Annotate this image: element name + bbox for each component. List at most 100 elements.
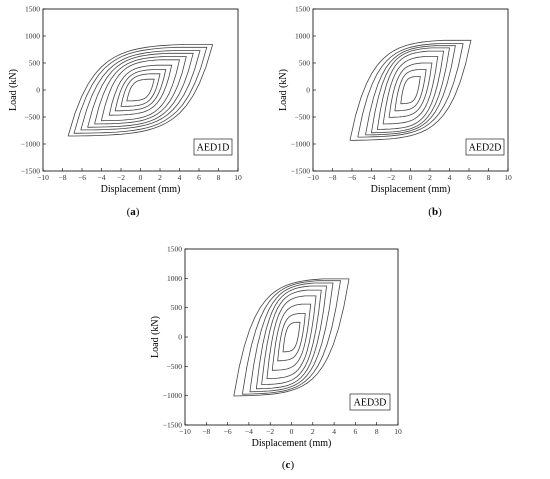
hysteresis-loop-2 bbox=[394, 69, 427, 112]
y-tick-label: −500 bbox=[25, 113, 41, 122]
chart-panel-3: −10 −8 −6 −4 −2 0 2 4 6 8 10 −1500 −1000 −500 0 500 1000… bbox=[150, 245, 402, 472]
hysteresis-loop-7 bbox=[249, 282, 334, 393]
y-tick-label: 0 bbox=[36, 86, 40, 95]
legend-box bbox=[193, 138, 233, 156]
y-tick-label: 500 bbox=[29, 59, 41, 68]
x-tick-label: −8 bbox=[329, 173, 337, 182]
y-tick-label: 0 bbox=[306, 86, 310, 95]
y-axis-label: Load (kN) bbox=[278, 69, 289, 111]
hysteresis-loop-9 bbox=[233, 278, 350, 397]
y-axis-label: Load (kN) bbox=[8, 69, 19, 111]
panel-caption: (b) bbox=[428, 206, 442, 218]
x-tick-label: 2 bbox=[428, 173, 432, 182]
y-tick-label: −1000 bbox=[163, 391, 182, 400]
hysteresis-loop-9 bbox=[73, 46, 208, 134]
x-tick-label: −2 bbox=[387, 173, 395, 182]
hysteresis-loop-8 bbox=[357, 43, 464, 138]
y-tick-label: 1500 bbox=[25, 5, 40, 14]
hysteresis-loop-5 bbox=[377, 50, 445, 130]
legend-label: AED1D bbox=[197, 143, 230, 154]
x-tick-label: −10 bbox=[307, 173, 319, 182]
x-tick-label: −10 bbox=[37, 173, 49, 182]
x-tick-label: 0 bbox=[139, 173, 143, 182]
y-tick-label: 1000 bbox=[167, 274, 182, 283]
hysteresis-loop-8 bbox=[80, 50, 201, 131]
x-tick-label: −10 bbox=[179, 427, 191, 436]
x-tick-label: −2 bbox=[266, 427, 274, 436]
x-tick-label: 10 bbox=[504, 173, 512, 182]
hysteresis-loop-2 bbox=[120, 73, 161, 107]
hysteresis-loop-7 bbox=[365, 45, 456, 136]
hysteresis-loop-4 bbox=[382, 56, 439, 125]
legend-box bbox=[349, 393, 391, 411]
y-axis-label: Load (kN) bbox=[150, 316, 161, 358]
x-tick-label: 6 bbox=[354, 427, 358, 436]
y-tick-label: 1500 bbox=[295, 5, 310, 14]
x-tick-label: −6 bbox=[78, 173, 86, 182]
x-tick-label: 8 bbox=[487, 173, 491, 182]
hysteresis-loop-4 bbox=[108, 64, 173, 116]
hysteresis-loop-6 bbox=[371, 47, 450, 134]
y-tick-label: 1000 bbox=[295, 32, 310, 41]
legend-label: AED2D bbox=[469, 143, 502, 154]
x-tick-label: 4 bbox=[178, 173, 182, 182]
legend-box bbox=[465, 138, 505, 156]
hysteresis-loop-5 bbox=[101, 59, 181, 122]
y-tick-label: −1500 bbox=[163, 421, 182, 430]
x-tick-label: 10 bbox=[234, 173, 242, 182]
x-tick-label: 0 bbox=[409, 173, 413, 182]
hysteresis-loop-1 bbox=[126, 78, 155, 102]
x-tick-label: −6 bbox=[224, 427, 232, 436]
y-tick-label: −500 bbox=[295, 113, 311, 122]
y-tick-label: −1500 bbox=[291, 167, 310, 176]
hysteresis-loop-4 bbox=[266, 295, 317, 380]
x-tick-label: 0 bbox=[290, 427, 294, 436]
x-tick-label: 8 bbox=[217, 173, 221, 182]
y-tick-label: −500 bbox=[167, 362, 183, 371]
hysteresis-loop-1 bbox=[400, 76, 421, 105]
hysteresis-loop-10 bbox=[67, 44, 214, 137]
x-tick-label: 2 bbox=[158, 173, 162, 182]
x-axis-label: Displacement (mm) bbox=[101, 184, 181, 195]
y-tick-label: 0 bbox=[178, 333, 182, 342]
y-tick-label: −1000 bbox=[21, 140, 40, 149]
x-tick-label: 6 bbox=[467, 173, 471, 182]
x-tick-label: −8 bbox=[59, 173, 67, 182]
y-tick-label: −1500 bbox=[21, 167, 40, 176]
y-tick-label: 1500 bbox=[167, 245, 182, 254]
x-axis-label: Displacement (mm) bbox=[371, 184, 451, 195]
x-tick-label: 4 bbox=[448, 173, 452, 182]
hysteresis-loop-8 bbox=[242, 280, 341, 395]
x-tick-label: −2 bbox=[117, 173, 125, 182]
x-tick-label: −8 bbox=[202, 427, 210, 436]
hysteresis-loop-3 bbox=[388, 62, 433, 118]
x-tick-label: −4 bbox=[98, 173, 106, 182]
chart-panel-2: −10 −8 −6 −4 −2 0 2 4 6 8 10 −1500 −1000 −500 0 500 1000… bbox=[278, 5, 512, 219]
x-tick-label: 4 bbox=[332, 427, 336, 436]
hysteresis-loop-6 bbox=[255, 285, 328, 390]
hysteresis-loop-3 bbox=[271, 303, 312, 371]
hysteresis-loop-9 bbox=[349, 39, 472, 141]
y-tick-label: 500 bbox=[171, 303, 183, 312]
y-tick-label: −1000 bbox=[291, 140, 310, 149]
x-axis-label: Displacement (mm) bbox=[252, 438, 332, 449]
hysteresis-loop-6 bbox=[94, 56, 187, 125]
chart-panel-1: −10 −8 −6 −4 −2 0 2 4 6 8 10 −1500 −1000 −500 0 500 1000… bbox=[8, 5, 242, 219]
hysteresis-loop-7 bbox=[87, 52, 194, 128]
x-tick-label: 6 bbox=[197, 173, 201, 182]
x-tick-label: 8 bbox=[375, 427, 379, 436]
panel-caption: (c) bbox=[282, 459, 295, 471]
y-tick-label: 500 bbox=[299, 59, 311, 68]
x-tick-label: 10 bbox=[394, 427, 402, 436]
x-tick-label: −6 bbox=[348, 173, 356, 182]
x-tick-label: −4 bbox=[368, 173, 376, 182]
x-tick-label: −4 bbox=[245, 427, 253, 436]
panel-caption: (a) bbox=[127, 206, 140, 218]
legend-label: AED3D bbox=[354, 398, 387, 409]
hysteresis-curves bbox=[349, 39, 472, 141]
y-tick-label: 1000 bbox=[25, 32, 40, 41]
hysteresis-curves bbox=[67, 44, 214, 137]
hysteresis-loop-5 bbox=[261, 289, 322, 385]
hysteresis-loop-3 bbox=[114, 69, 167, 112]
